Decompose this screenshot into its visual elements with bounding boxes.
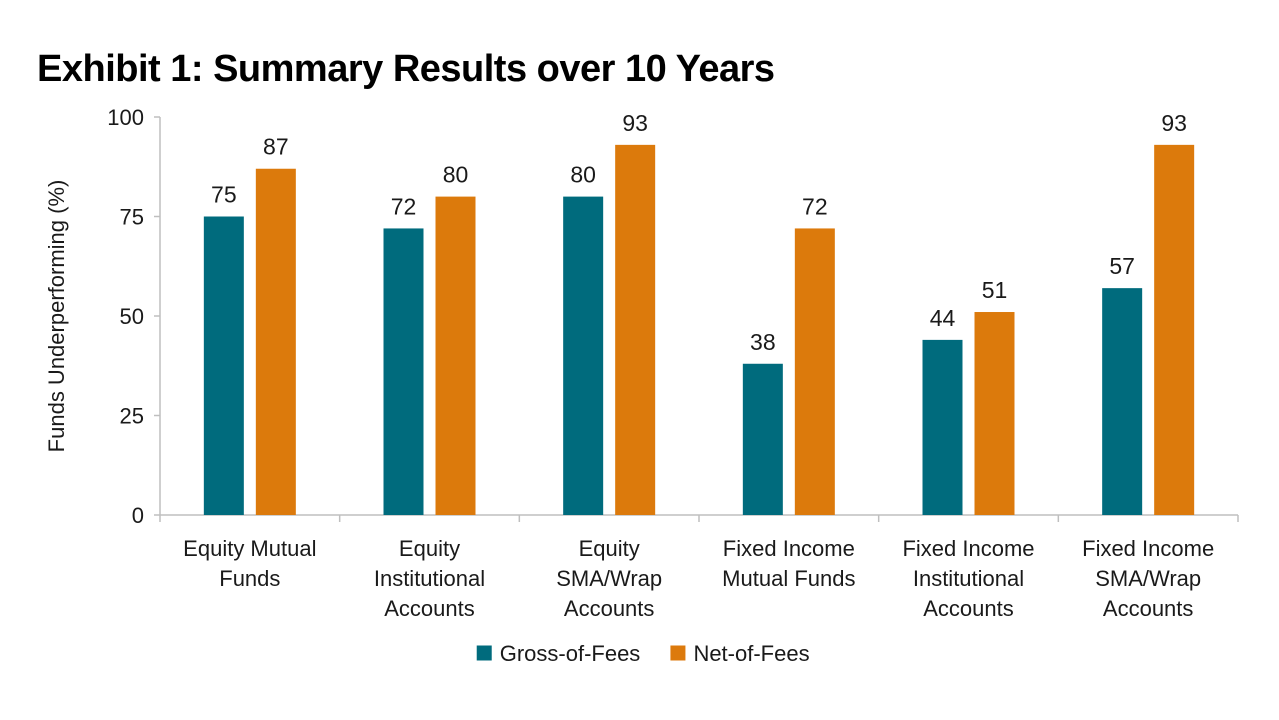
y-tick-label: 0 <box>132 503 144 528</box>
category-label: SMA/Wrap <box>1095 566 1201 591</box>
bar-gross-of-fees <box>1102 288 1143 515</box>
y-tick-label: 100 <box>107 105 144 130</box>
category-label: Mutual Funds <box>722 566 855 591</box>
y-tick-label: 50 <box>120 304 144 329</box>
data-label: 44 <box>930 305 956 331</box>
bar-net-of-fees <box>1154 144 1195 516</box>
chart-legend: Gross-of-Fees Net-of-Fees <box>476 641 810 666</box>
legend-swatch <box>670 645 686 661</box>
chart-title: Exhibit 1: Summary Results over 10 Years <box>37 48 775 90</box>
data-label: 72 <box>802 193 828 219</box>
category-label: Institutional <box>374 566 485 591</box>
category-label: Accounts <box>564 596 655 621</box>
category-label: Fixed Income <box>902 536 1034 561</box>
bar-net-of-fees <box>974 312 1015 515</box>
category-label: Institutional <box>913 566 1024 591</box>
bar-net-of-fees <box>615 144 656 516</box>
bar-net-of-fees <box>255 168 296 516</box>
bar-gross-of-fees <box>563 196 604 515</box>
legend-label: Gross-of-Fees <box>500 641 641 666</box>
category-label: Accounts <box>384 596 475 621</box>
category-label: Fixed Income <box>1082 536 1214 561</box>
data-label: 87 <box>263 134 289 160</box>
data-label: 38 <box>750 329 776 355</box>
category-label: Funds <box>219 566 280 591</box>
data-label: 93 <box>622 110 648 136</box>
data-label: 80 <box>570 162 596 188</box>
chart-labels: 75 87 Equity Mutual Funds 72 80 Equity Institut… <box>183 110 1214 621</box>
bar-net-of-fees <box>794 228 835 515</box>
legend-label: Net-of-Fees <box>693 641 809 666</box>
category-label: Equity <box>399 536 460 561</box>
data-label: 72 <box>391 193 417 219</box>
category-label: Fixed Income <box>723 536 855 561</box>
chart-axes: 0 25 50 75 100 Funds Underperforming (%) <box>44 105 1239 528</box>
category-label: Equity Mutual <box>183 536 316 561</box>
data-label: 51 <box>982 277 1008 303</box>
bar-gross-of-fees <box>383 228 424 515</box>
category-label: Equity <box>579 536 640 561</box>
data-label: 80 <box>443 162 469 188</box>
data-label: 75 <box>211 182 237 208</box>
y-tick-label: 25 <box>120 404 144 429</box>
category-label: Accounts <box>923 596 1014 621</box>
data-label: 93 <box>1161 110 1187 136</box>
category-label: SMA/Wrap <box>556 566 662 591</box>
bar-net-of-fees <box>435 196 476 515</box>
bar-gross-of-fees <box>922 339 963 515</box>
y-axis-title: Funds Underperforming (%) <box>44 180 69 453</box>
bar-gross-of-fees <box>742 363 783 515</box>
data-label: 57 <box>1109 253 1135 279</box>
chart-bars <box>203 144 1195 516</box>
category-label: Accounts <box>1103 596 1194 621</box>
y-tick-label: 75 <box>120 205 144 230</box>
legend-swatch <box>476 645 492 661</box>
bar-gross-of-fees <box>203 216 244 515</box>
